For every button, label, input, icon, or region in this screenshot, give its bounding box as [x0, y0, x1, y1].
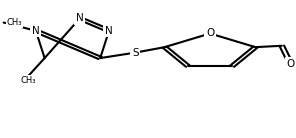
- Text: N: N: [76, 13, 84, 23]
- Text: CH₃: CH₃: [21, 76, 36, 85]
- Text: O: O: [206, 28, 214, 39]
- Text: N: N: [32, 26, 40, 36]
- Text: S: S: [132, 48, 139, 58]
- Text: O: O: [287, 59, 295, 69]
- Text: N: N: [105, 26, 113, 36]
- Text: CH₃: CH₃: [7, 18, 22, 27]
